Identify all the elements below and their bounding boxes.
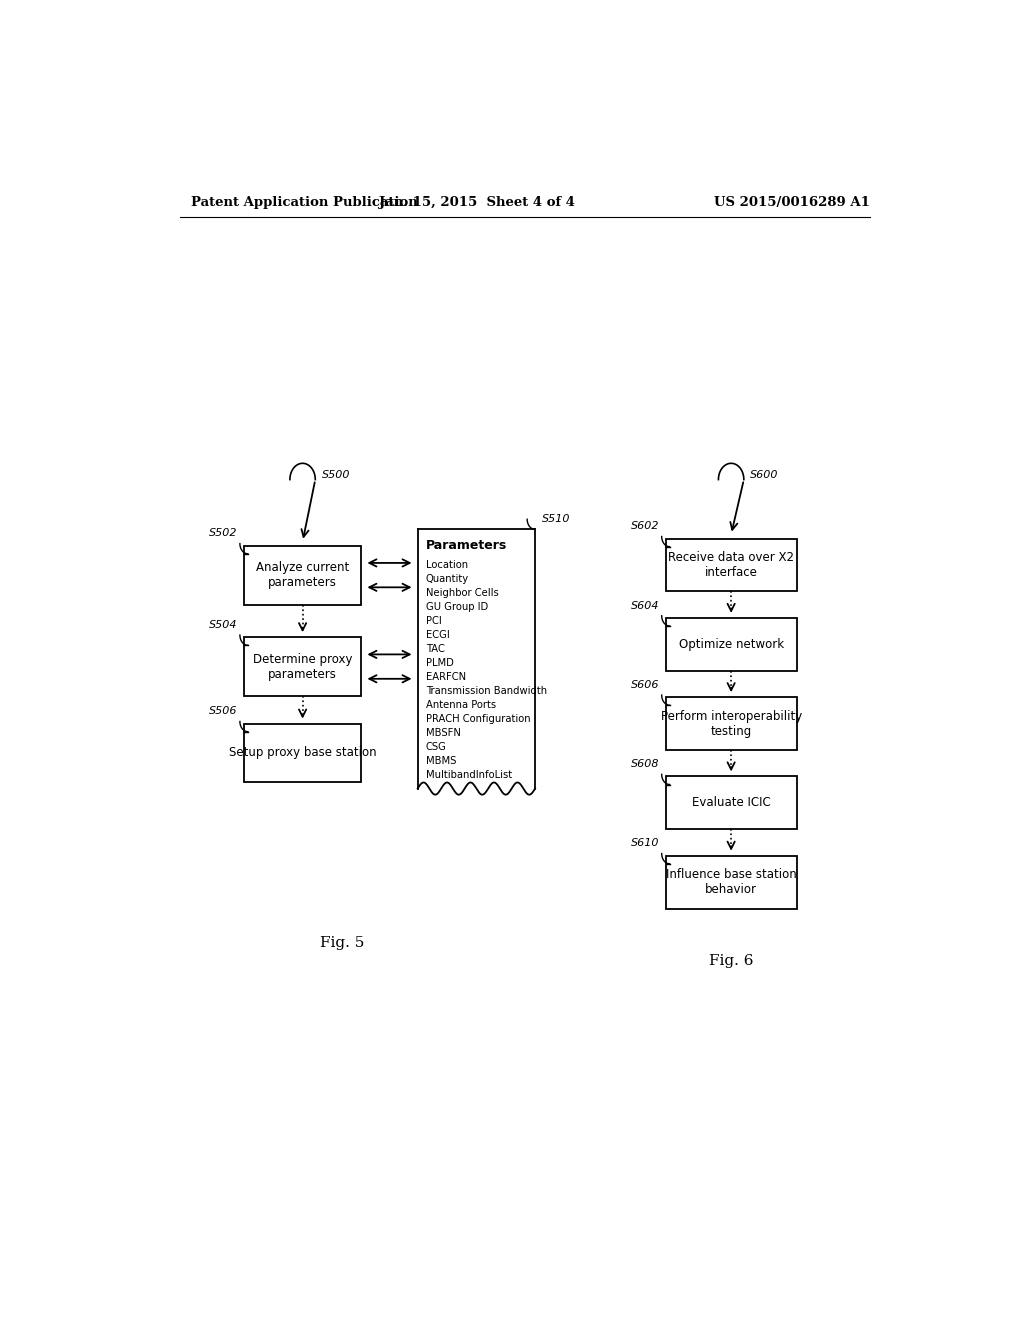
Text: Perform interoperability
testing: Perform interoperability testing [660, 710, 802, 738]
Text: MBMS: MBMS [426, 755, 456, 766]
Text: S510: S510 [542, 515, 570, 524]
Text: PLMD: PLMD [426, 657, 454, 668]
FancyBboxPatch shape [244, 638, 361, 696]
Text: S608: S608 [631, 759, 659, 770]
Text: PCI: PCI [426, 616, 441, 626]
FancyBboxPatch shape [666, 618, 797, 671]
Text: Antenna Ports: Antenna Ports [426, 700, 496, 710]
Text: S506: S506 [209, 706, 238, 717]
Text: Fig. 5: Fig. 5 [321, 936, 365, 950]
Text: TAC: TAC [426, 644, 444, 653]
Text: Determine proxy
parameters: Determine proxy parameters [253, 652, 352, 681]
Text: GU Group ID: GU Group ID [426, 602, 487, 612]
Text: Quantity: Quantity [426, 574, 469, 583]
Text: S502: S502 [209, 528, 238, 539]
FancyBboxPatch shape [666, 697, 797, 750]
Text: S500: S500 [322, 470, 350, 479]
Text: S606: S606 [631, 680, 659, 690]
Text: EARFCN: EARFCN [426, 672, 466, 681]
FancyBboxPatch shape [666, 855, 797, 908]
Text: Parameters: Parameters [426, 539, 507, 552]
Text: S504: S504 [209, 620, 238, 630]
Text: Location: Location [426, 560, 468, 570]
FancyBboxPatch shape [666, 776, 797, 829]
Text: S604: S604 [631, 601, 659, 611]
Text: Setup proxy base station: Setup proxy base station [228, 747, 377, 759]
Text: Fig. 6: Fig. 6 [709, 954, 754, 969]
Text: S602: S602 [631, 521, 659, 532]
Text: Influence base station
behavior: Influence base station behavior [666, 869, 797, 896]
Text: Patent Application Publication: Patent Application Publication [191, 195, 418, 209]
Text: Transmission Bandwidth: Transmission Bandwidth [426, 685, 547, 696]
Text: Receive data over X2
interface: Receive data over X2 interface [668, 550, 795, 579]
Text: Evaluate ICIC: Evaluate ICIC [692, 796, 770, 809]
Text: MBSFN: MBSFN [426, 727, 461, 738]
Text: Optimize network: Optimize network [679, 638, 783, 651]
FancyBboxPatch shape [244, 545, 361, 605]
Text: S600: S600 [751, 470, 778, 479]
Text: Neighbor Cells: Neighbor Cells [426, 587, 499, 598]
Text: Analyze current
parameters: Analyze current parameters [256, 561, 349, 589]
Text: PRACH Configuration: PRACH Configuration [426, 714, 530, 723]
Text: US 2015/0016289 A1: US 2015/0016289 A1 [714, 195, 870, 209]
FancyBboxPatch shape [244, 723, 361, 783]
Text: MultibandInfoList: MultibandInfoList [426, 770, 512, 780]
Text: CSG: CSG [426, 742, 446, 751]
FancyBboxPatch shape [666, 539, 797, 591]
Text: ECGI: ECGI [426, 630, 450, 640]
Text: Jan. 15, 2015  Sheet 4 of 4: Jan. 15, 2015 Sheet 4 of 4 [379, 195, 575, 209]
Text: S610: S610 [631, 838, 659, 849]
